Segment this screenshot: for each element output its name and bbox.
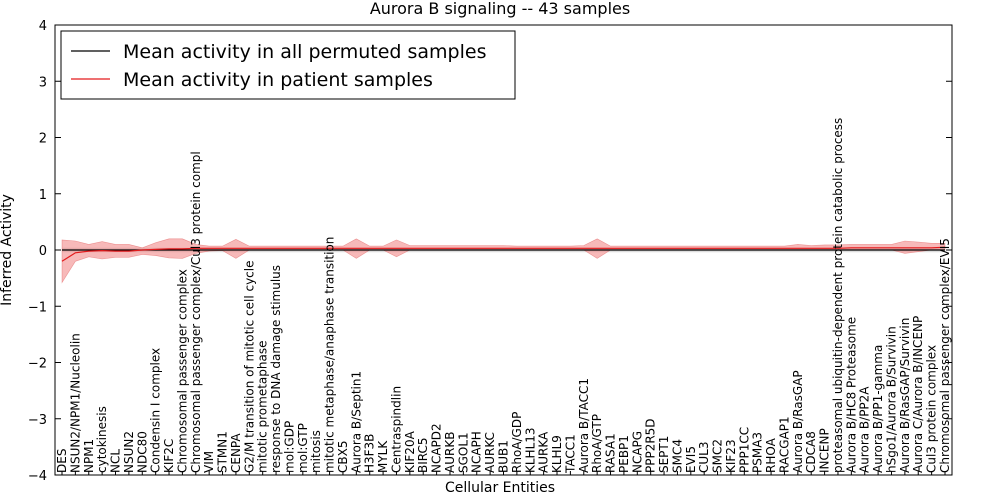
x-tick-label: CDCA8	[804, 431, 818, 473]
legend-label-permuted: Mean activity in all permuted samples	[123, 41, 486, 63]
x-tick-label: BUB1	[497, 440, 511, 473]
x-tick-label: STMN1	[216, 431, 230, 473]
x-tick-label: SGOL1	[456, 432, 470, 473]
x-tick-label: Cul3 protein complex	[925, 345, 939, 473]
series-lines	[61, 246, 946, 262]
x-tick-label: KIF20A	[403, 430, 417, 473]
x-tick-label: SEPT1	[657, 436, 671, 473]
x-tick-label: proteasomal ubiquitin-dependent protein …	[831, 118, 845, 473]
chart-title: Aurora B signaling -- 43 samples	[370, 0, 630, 18]
x-tick-label: VIM	[202, 451, 216, 473]
x-tick-label: NCL	[109, 449, 123, 473]
x-tick-label: EVI5	[684, 446, 698, 473]
y-tick-label: −2	[28, 357, 47, 372]
x-tick-label: AURKC	[483, 432, 497, 473]
x-tick-label: KLHL13	[523, 427, 537, 473]
x-tick-label: NSUN2/NPM1/Nucleolin	[68, 333, 82, 473]
x-tick-label: PEBP1	[617, 435, 631, 473]
x-tick-label: Chromosomal passenger complex/Cul3 prote…	[189, 151, 203, 473]
x-tick-label: Centraspindlin	[389, 386, 403, 473]
x-tick-label: mitotic prometaphase	[256, 341, 270, 474]
x-tick-label: PSMA3	[751, 432, 765, 473]
y-tick-label: 4	[39, 19, 47, 34]
x-tick-label: KLHL9	[550, 435, 564, 473]
x-tick-label: mol:GTP	[296, 423, 310, 473]
x-tick-label: Aurora B/RasGAP/Survivin	[898, 318, 912, 473]
x-tick-label: RhoA/GTP	[590, 414, 604, 473]
x-tick-label: DES	[55, 449, 69, 473]
y-tick-label: 0	[39, 244, 47, 259]
legend-box	[60, 30, 516, 100]
x-tick-label: NCAPD2	[430, 423, 444, 473]
x-tick-label: NCAPH	[470, 431, 484, 473]
x-tick-label: Chromosomal passenger complex/EVI5	[938, 238, 952, 473]
x-tick-label: NPM1	[82, 439, 96, 473]
patient-mean-line	[61, 246, 946, 262]
y-axis: 4 3 2 1 0 −1 −2 −3 −4	[28, 19, 952, 484]
x-tick-label: Aurora C/Aurora B/INCENP	[911, 316, 925, 473]
x-tick-label: hSgo1/Aurora B/Survivin	[884, 326, 898, 473]
y-tick-label: −4	[28, 469, 47, 484]
y-tick-label: −1	[28, 300, 47, 315]
x-tick-label: RACGAP1	[777, 416, 791, 473]
category-labels: DES NSUN2/NPM1/Nucleolin NPM1 cytokinesis NC…	[55, 118, 952, 475]
x-tick-label: NSUN2	[122, 431, 136, 473]
x-tick-label: MYLK	[376, 440, 390, 473]
x-tick-label: CUL3	[697, 442, 711, 473]
x-tick-label: PPP1CC	[737, 427, 751, 473]
x-tick-label: Aurora B/Septin1	[349, 371, 363, 473]
y-tick-label: −3	[28, 413, 47, 428]
legend-label-patient: Mean activity in patient samples	[123, 69, 433, 91]
x-tick-label: RASA1	[604, 433, 618, 473]
x-tick-label: KIF23	[724, 439, 738, 473]
x-tick-label: Aurora B/HC8 Proteasome	[844, 317, 858, 473]
x-tick-label: TACC1	[563, 434, 577, 474]
x-tick-label: G2/M transition of mitotic cell cycle	[242, 260, 256, 473]
x-tick-label: Aurora B/PP2A	[858, 386, 872, 473]
x-tick-label: KIF2C	[162, 439, 176, 473]
y-tick-label: 1	[39, 188, 47, 203]
x-tick-label: BIRC5	[416, 437, 430, 473]
x-tick-label: cytokinesis	[95, 406, 109, 473]
x-tick-label: response to DNA damage stimulus	[269, 265, 283, 473]
x-tick-label: CENPA	[229, 433, 243, 473]
y-tick-label: 3	[39, 75, 47, 90]
x-tick-label: Aurora B/PP1-gamma	[871, 345, 885, 473]
x-tick-label: Aurora B/RasGAP	[791, 370, 805, 473]
x-tick-label: AURKA	[537, 431, 551, 473]
x-tick-label: INCENP	[818, 428, 832, 473]
x-tick-label: RHOA	[764, 437, 778, 473]
x-axis-label: Cellular Entities	[445, 480, 555, 496]
legend: Mean activity in all permuted samples Me…	[60, 30, 516, 100]
x-tick-label: PPP2R5D	[644, 418, 658, 473]
x-tick-label: NCAPG	[630, 431, 644, 473]
x-tick-label: mitosis	[309, 430, 323, 473]
y-axis-label: Inferred Activity	[0, 194, 15, 306]
x-tick-label: mol:GDP	[282, 421, 296, 473]
x-tick-label: SMC4	[670, 439, 684, 473]
x-tick-label: mitotic metaphase/anaphase transition	[323, 237, 337, 473]
x-tick-label: CBX5	[336, 441, 350, 473]
x-tick-label: Condensin I complex	[149, 348, 163, 473]
x-tick-label: Chromosomal passenger complex	[175, 269, 189, 473]
x-tick-label: SMC2	[711, 439, 725, 473]
x-tick-label: Aurora B/TACC1	[577, 378, 591, 473]
x-tick-label: NDC80	[135, 431, 149, 473]
x-tick-label: AURKB	[443, 432, 457, 473]
y-tick-label: 2	[39, 132, 47, 147]
x-tick-label: RhoA/GDP	[510, 412, 524, 473]
x-tick-label: H3F3B	[363, 434, 377, 473]
